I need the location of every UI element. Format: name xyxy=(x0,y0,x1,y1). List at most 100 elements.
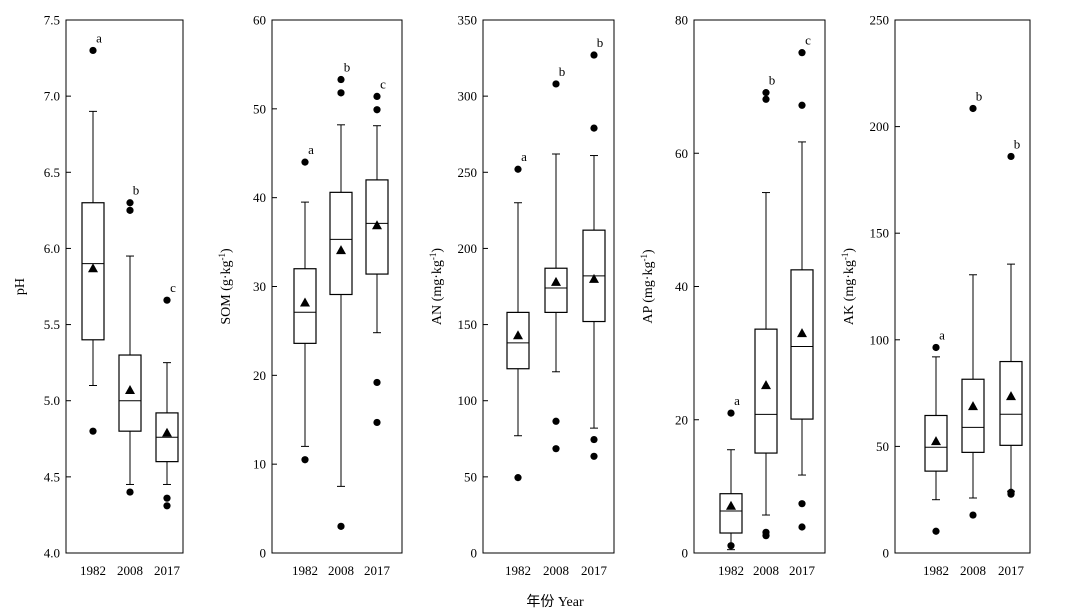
panel-4-box-2008-mean-marker xyxy=(761,380,771,390)
panel-5-ytick-label: 200 xyxy=(870,119,890,134)
panel-5-box-1982-outlier xyxy=(932,527,940,535)
panel-1-x-tick-label: 1982 xyxy=(80,563,106,578)
panel-5-box-2008-outlier xyxy=(969,104,977,113)
panel-1-ytick-label: 5.0 xyxy=(44,393,60,408)
panel-4-box-2008-significance-letter: b xyxy=(769,73,776,88)
panel-3-ytick-label: 150 xyxy=(458,317,478,332)
panel-3-x-tick-label: 2008 xyxy=(543,563,569,578)
panel-5-x-tick-label: 2008 xyxy=(960,563,986,578)
panel-4-box-1982-significance-letter: a xyxy=(734,393,740,408)
panel-3-ytick-label: 200 xyxy=(458,241,478,256)
panel-3-box-2008-mean-marker xyxy=(551,276,561,286)
panel-3-box-2008-outlier xyxy=(552,445,560,453)
panel-3-box-2017-outlier xyxy=(590,452,598,460)
panel-1-box-1982-outlier xyxy=(89,427,97,435)
panel-3-box-2008-outlier xyxy=(552,417,560,425)
panel-2-ytick-label: 60 xyxy=(253,13,266,28)
panel-5-ytick-label: 150 xyxy=(870,226,890,241)
panel-1-box-2017-outlier xyxy=(163,502,171,510)
panel-1-y-axis-title: pH xyxy=(13,278,28,295)
panel-3-box-1982-outlier xyxy=(514,474,522,482)
panel-5-box-2017-mean-marker xyxy=(1006,391,1016,401)
panel-3-box-2008-significance-letter: b xyxy=(559,64,566,79)
panel-2-ytick-label: 20 xyxy=(253,368,266,383)
panel-4-box-2017-outlier xyxy=(798,500,806,508)
panel-1-box-2008-outlier xyxy=(126,488,134,496)
panel-2-ytick-label: 40 xyxy=(253,190,266,205)
panel-3-box-1982-outlier xyxy=(514,165,522,173)
panel-4-ytick-label: 60 xyxy=(675,146,688,161)
panel-1-box-1982-significance-letter: a xyxy=(96,30,102,45)
panel-2-box-1982-mean-marker xyxy=(300,297,310,307)
panel-1-box-2017-mean-marker xyxy=(162,427,172,437)
panel-2-ytick-label: 10 xyxy=(253,457,266,472)
panel-4-box-1982-outlier xyxy=(727,409,735,417)
panel-5-box-2017-outlier xyxy=(1007,488,1015,496)
panel-3-x-tick-label: 2017 xyxy=(581,563,608,578)
panel-1-ytick-label: 4.5 xyxy=(44,469,60,484)
panel-1-x-tick-label: 2017 xyxy=(154,563,181,578)
panel-4-box-2008-outlier xyxy=(762,95,770,103)
panel-5-ytick-label: 100 xyxy=(870,332,890,347)
panel-5-box-2017-significance-letter: b xyxy=(1014,136,1021,151)
panel-3-ytick-label: 0 xyxy=(471,546,478,561)
panel-2-box-2017-outlier xyxy=(373,92,381,100)
panel-5-x-tick-label: 2017 xyxy=(998,563,1025,578)
panel-4-box-1982-outlier xyxy=(727,542,735,550)
panel-5-ytick-label: 50 xyxy=(876,439,889,454)
panel-2-x-tick-label: 1982 xyxy=(292,563,318,578)
panel-2-box-2017-outlier xyxy=(373,106,381,114)
panel-2-x-tick-label: 2017 xyxy=(364,563,391,578)
panel-3-ytick-label: 50 xyxy=(464,469,477,484)
panel-1-x-tick-label: 2008 xyxy=(117,563,143,578)
panel-3-box-2017-significance-letter: b xyxy=(597,35,604,50)
panel-1-ytick-label: 7.0 xyxy=(44,89,60,104)
panel-5-box-2017-outlier xyxy=(1007,152,1015,161)
panel-3-ytick-label: 100 xyxy=(458,393,478,408)
panel-4-x-tick-label: 1982 xyxy=(718,563,744,578)
panel-4-box-1982-iqr-box xyxy=(719,493,743,534)
panel-1-ytick-label: 6.0 xyxy=(44,241,60,256)
panel-4-box-2017-mean-marker xyxy=(797,328,807,338)
panel-5-frame xyxy=(894,19,1031,554)
panel-2-box-2008-outlier xyxy=(337,522,345,530)
panel-2-box-1982-significance-letter: a xyxy=(308,142,314,157)
panel-5-x-tick-label: 1982 xyxy=(923,563,949,578)
panel-3-y-axis-title: AN (mg·kg-1) xyxy=(428,248,445,325)
panel-2-box-2017-outlier xyxy=(373,418,381,427)
panel-1-ytick-label: 5.5 xyxy=(44,317,60,332)
panel-2-box-2017-mean-marker xyxy=(372,220,382,230)
panel-3-x-tick-label: 1982 xyxy=(505,563,531,578)
panel-1-box-1982-mean-marker xyxy=(88,263,98,273)
panel-4-ytick-label: 20 xyxy=(675,412,688,427)
panel-2-box-2008-outlier xyxy=(337,75,345,84)
panel-4-box-2008-outlier xyxy=(762,528,770,536)
panel-1-box-2008-mean-marker xyxy=(125,385,135,395)
panel-2-box-1982-outlier xyxy=(301,456,309,464)
panel-3-box-2017-mean-marker xyxy=(589,273,599,283)
panel-5-y-axis-title: AK (mg·kg-1) xyxy=(840,248,857,325)
panel-3-box-1982-iqr-box xyxy=(506,311,530,370)
panel-3-box-2008-iqr-box xyxy=(544,267,568,313)
panel-2-x-tick-label: 2008 xyxy=(328,563,354,578)
panel-3-ytick-label: 300 xyxy=(458,89,478,104)
panel-5-ytick-label: 0 xyxy=(883,546,890,561)
panel-2-box-2017-outlier xyxy=(373,378,381,387)
panel-2-box-2017-significance-letter: c xyxy=(380,76,386,91)
panel-3-ytick-label: 350 xyxy=(458,13,478,28)
panel-3-box-1982-mean-marker xyxy=(513,330,523,340)
panel-1-ytick-label: 4.0 xyxy=(44,546,60,561)
panel-1-box-2008-outlier xyxy=(126,199,134,207)
panel-4-box-2008-iqr-box xyxy=(754,328,778,454)
panel-4-box-2017-outlier xyxy=(798,523,806,531)
panel-1-box-2017-outlier xyxy=(163,296,171,304)
panel-5-box-1982-outlier xyxy=(932,343,940,352)
panel-2-box-2008-outlier xyxy=(337,89,345,97)
panel-1-box-2008-significance-letter: b xyxy=(133,183,140,198)
panel-2-box-1982-outlier xyxy=(301,158,309,166)
x-axis-title: 年份 Year xyxy=(526,594,584,610)
panel-1-box-2017-significance-letter: c xyxy=(170,280,176,295)
panel-1-box-1982-outlier xyxy=(89,46,97,55)
panel-4-box-2008-outlier xyxy=(762,89,770,97)
panel-4-x-tick-label: 2008 xyxy=(753,563,779,578)
